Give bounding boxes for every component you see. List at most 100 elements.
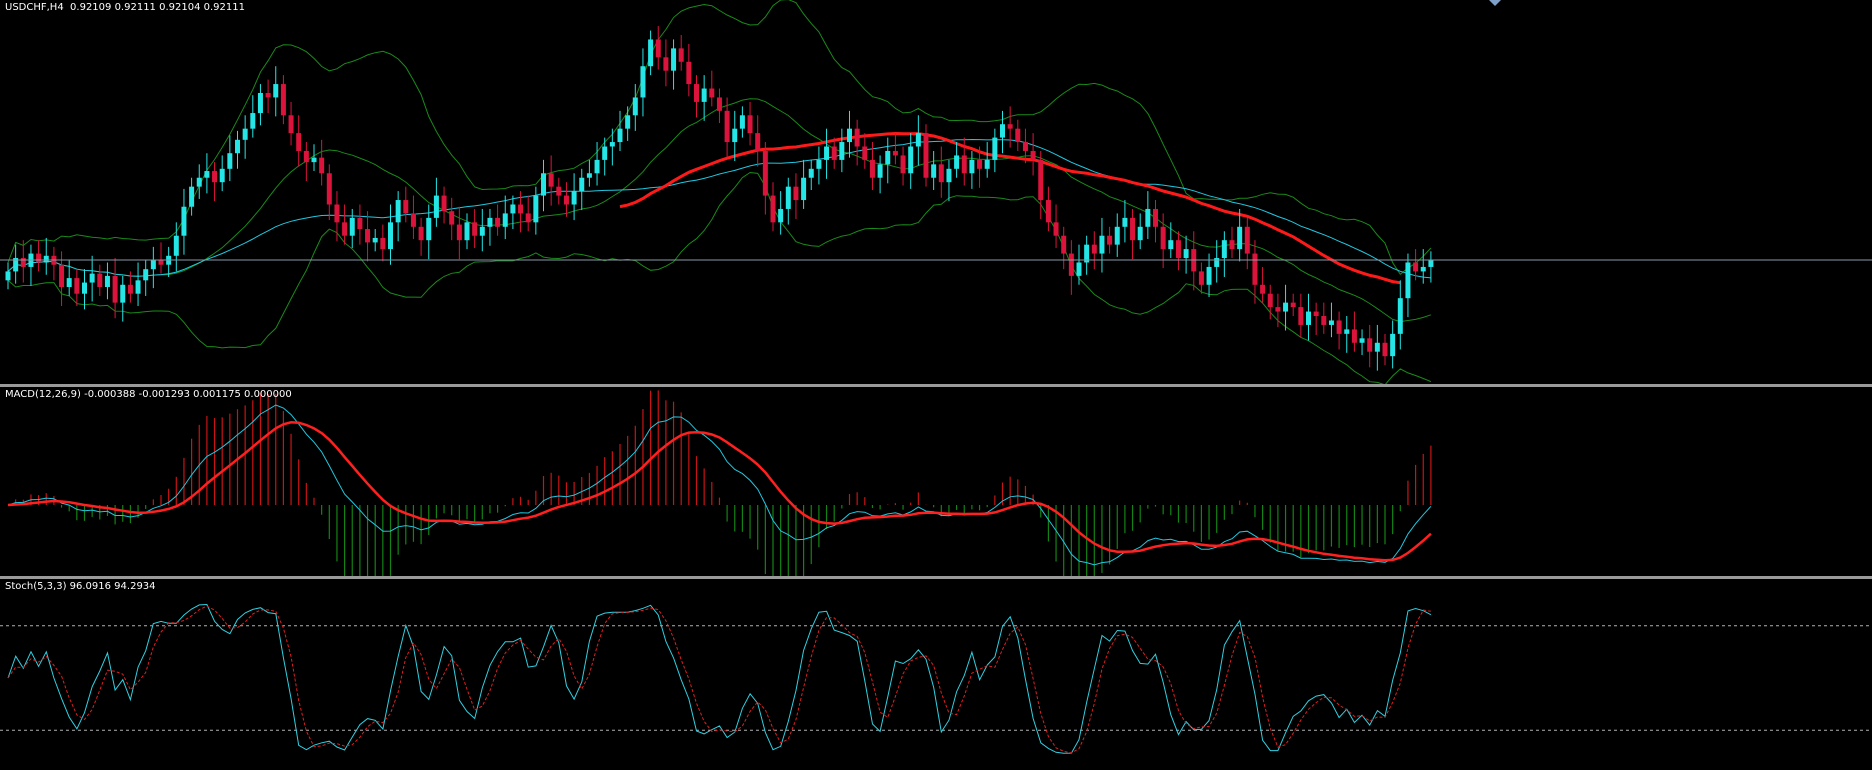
candle-body [1015,128,1021,143]
candle-body [288,115,294,134]
candle-body [563,195,569,205]
candle-body [839,142,845,160]
stoch-chart[interactable] [0,579,1872,770]
candle-body [479,226,485,236]
candle-body [1038,159,1044,201]
candle-body [762,150,768,196]
stoch-signal-line [7,605,1431,754]
stoch-pane[interactable]: Stoch(5,3,3) 96.0916 94.2934 [0,579,1872,770]
candle-body [1237,226,1243,250]
candle-body [464,222,470,241]
candle-body [1374,342,1380,352]
candle-body [403,200,409,214]
candle-body [120,284,126,303]
bollinger-upper-band [7,0,1432,276]
candle-body [533,195,539,223]
macd-main-line [7,404,1432,566]
candle-body [686,61,692,85]
candle-body [1267,293,1273,308]
pane-divider-1[interactable] [0,384,1872,387]
candle-body [977,159,983,169]
candle-body [716,97,722,111]
candle-body [1283,302,1289,312]
candle-body [640,66,646,98]
candle-body [59,264,65,288]
candle-body [395,200,401,223]
candle-body [74,278,80,294]
price-pane[interactable]: USDCHF,H4 0.92109 0.92111 0.92104 0.9211… [0,0,1872,384]
candle-body [1221,240,1227,259]
candle-body [678,48,684,62]
macd-chart[interactable] [0,387,1872,576]
candle-body [1382,342,1388,357]
macd-pane[interactable]: MACD(12,26,9) -0.000388 -0.001293 0.0011… [0,387,1872,576]
candle-body [632,97,638,116]
candle-body [1198,271,1204,285]
candle-body [915,133,921,147]
candle-body [380,237,386,250]
price-pane-label: USDCHF,H4 0.92109 0.92111 0.92104 0.9211… [5,2,245,13]
candle-body [609,142,615,147]
candle-body [242,128,248,140]
candle-body [219,168,225,183]
candle-body [36,253,42,263]
candle-body [189,186,195,207]
candle-body [862,146,868,160]
stoch-pane-label: Stoch(5,3,3) 96.0916 94.2934 [5,581,156,592]
candle-body [1206,266,1212,285]
candle-body [847,128,852,143]
candle-body [20,258,26,267]
candle-body [808,168,814,178]
candle-body [311,157,317,163]
candle-body [487,217,493,227]
candle-body [785,186,791,209]
candle-body [824,146,830,160]
macd-pane-label: MACD(12,26,9) -0.000388 -0.001293 0.0011… [5,389,292,400]
candle-body [801,177,807,201]
candle-body [709,88,715,98]
candle-body [541,173,546,196]
candle-body [1428,260,1434,267]
candle-body [556,186,562,196]
pane-divider-2[interactable] [0,576,1872,579]
candle-body [1175,240,1181,259]
candle-body [227,153,233,169]
candle-body [326,173,332,205]
candle-body [1344,329,1350,334]
candle-body [900,155,906,174]
moving-average-cyan [7,138,1431,279]
candle-body [931,164,937,178]
candle-body [1359,338,1365,343]
candle-body [961,155,967,174]
chart-shift-marker-icon[interactable] [1489,0,1501,6]
candle-body [1114,226,1120,245]
candle-body [571,191,577,205]
candle-body [365,229,371,243]
candle-body [1336,320,1342,334]
price-chart[interactable] [0,0,1872,384]
candle-body [1367,338,1373,352]
candle-body [579,177,585,192]
candle-body [342,222,348,236]
candle-body [1214,258,1220,267]
bollinger-lower-band [7,171,1432,384]
macd-signal-line [7,421,1432,562]
candle-body [1306,311,1311,325]
candle-body [1313,311,1319,317]
candle-body [43,255,49,263]
candle-body [5,271,11,281]
candle-body [1153,208,1158,227]
candle-body [280,84,286,116]
candle-body [82,282,87,294]
candle-body [1405,262,1411,299]
candle-body [257,92,263,114]
candle-body [1183,249,1189,259]
candle-body [127,284,133,294]
candle-body [1107,235,1113,245]
candle-body [793,186,799,201]
candle-body [816,159,822,169]
candle-body [426,217,432,241]
candle-body [923,133,929,178]
candle-body [502,213,508,227]
candle-body [143,269,149,281]
